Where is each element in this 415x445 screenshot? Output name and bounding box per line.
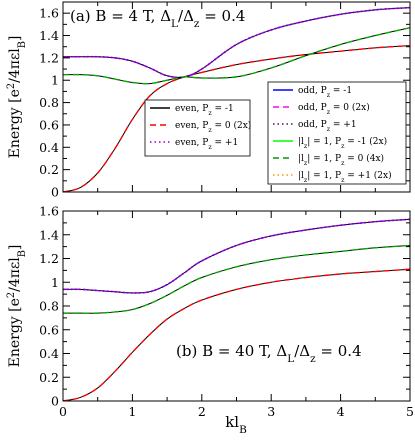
legend-left: even, Pz = -1 even, Pz = 0 (2x) even, Pz =… — [144, 99, 251, 157]
legend-entry: |lz| = 1, Pz = 0 (4x) — [298, 153, 384, 167]
y-tick-label: 1.2 — [39, 50, 59, 65]
panel-a: 0 0.2 0.4 0.6 0.8 1 1.2 1.4 1.6 Energy [e2/4πεlB]… — [6, 1, 411, 200]
series-line — [63, 27, 410, 85]
legend-entry: odd, Pz = 0 (2x) — [298, 102, 370, 116]
y-axis-label: Energy [e2/4πεlB] — [6, 245, 28, 368]
y-axis-label: Energy [e2/4πεlB] — [6, 36, 28, 159]
x-tick-label: 5 — [406, 404, 414, 419]
y-tick-label: 1.2 — [39, 251, 59, 266]
series-line-underlay — [63, 218, 410, 294]
y-tick-label: 0.6 — [39, 322, 59, 337]
y-tick-label: 0.8 — [39, 95, 59, 110]
series-line — [63, 268, 410, 401]
y-tick-label: 1.6 — [39, 204, 59, 219]
series-line — [63, 244, 410, 314]
plot-frame — [62, 210, 411, 402]
x-tick-label: 3 — [267, 404, 275, 419]
legend-entry: |lz| = 1, Pz = +1 (2x) — [298, 170, 392, 184]
y-tick-label: 1.6 — [39, 6, 59, 21]
series-line-underlay — [63, 27, 410, 85]
y-tick-label: 0.6 — [39, 117, 59, 132]
legend-entry: even, Pz = +1 — [175, 138, 238, 151]
legend-entry: even, Pz = 0 (2x) — [175, 120, 251, 134]
x-tick-label: 0 — [59, 404, 67, 419]
legend-entry: odd, Pz = -1 — [298, 86, 352, 99]
legend-entry: even, Pz = -1 — [175, 104, 234, 117]
curves — [63, 6, 410, 192]
y-tick-label: 1 — [51, 275, 59, 290]
x-tick-label: 2 — [198, 404, 206, 419]
curves — [63, 218, 410, 401]
panel-b: 0 0.2 0.4 0.6 0.8 1 1.2 1.4 1.6 0 1 2 3 4 5 Energy [e2/… — [6, 204, 414, 437]
legend-box — [267, 81, 407, 185]
y-tick-label: 0 — [51, 185, 59, 200]
legend-box — [144, 99, 251, 157]
y-tick-label: 1.4 — [39, 28, 59, 43]
y-tick-label: 0.2 — [39, 162, 59, 177]
y-tick-label: 0.4 — [39, 140, 59, 155]
series-line-dots — [63, 218, 410, 294]
series-line-underlay — [63, 244, 410, 314]
y-tick-label: 0 — [51, 394, 59, 409]
y-tick-label: 0.8 — [39, 299, 59, 314]
panel-title: (a) B = 4 T, ΔL/Δz = 0.4 — [70, 7, 245, 30]
legend-right: odd, Pz = -1 odd, Pz = 0 (2x) odd, Pz = +1… — [267, 81, 407, 185]
panel-title: (b) B = 40 T, ΔL/Δz = 0.4 — [176, 342, 362, 365]
y-tick-label: 1 — [51, 73, 59, 88]
x-axis-label: klB — [225, 413, 247, 436]
y-tick-label: 1.4 — [39, 227, 59, 242]
x-tick-label: 1 — [128, 404, 136, 419]
x-tick-label: 4 — [337, 404, 345, 419]
legend-entry: |lz| = 1, Pz = -1 (2x) — [298, 136, 387, 150]
y-tick-label: 0.4 — [39, 346, 59, 361]
series-line — [63, 218, 410, 294]
y-tick-label: 0.2 — [39, 370, 59, 385]
legend-entry: odd, Pz = +1 — [298, 120, 357, 133]
